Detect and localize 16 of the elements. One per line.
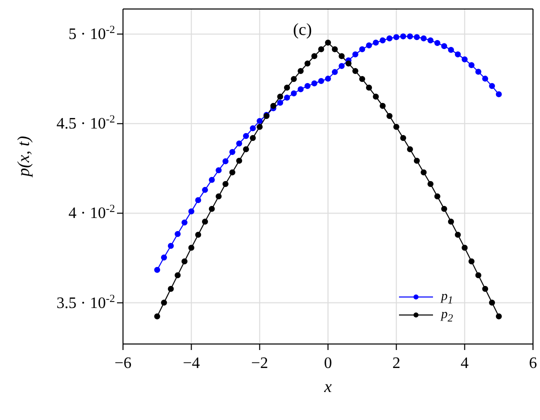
legend-label: p$_{1}$ [441, 288, 453, 306]
x-tick-label: −2 [251, 355, 268, 372]
annotation: (c) [293, 20, 312, 40]
y-tick-label: 3.5 · 10$^{-2}$ [56, 292, 115, 312]
y-tick-label: 5 · 10$^{-2}$ [68, 24, 115, 44]
x-tick-label: −6 [114, 355, 132, 372]
x-tick-label: 6 [529, 355, 537, 372]
y-axis-title: p(x, t) [14, 136, 34, 178]
y-tick-label: 4.5 · 10$^{-2}$ [56, 114, 115, 133]
legend-label: p$_{2}$ [441, 306, 453, 324]
y-tick-label: 4 · 10$^{-2}$ [68, 203, 115, 222]
x-tick-label: 0 [324, 355, 332, 372]
x-tick-label: 2 [392, 355, 400, 372]
x-axis-title: x [323, 377, 332, 396]
x-tick-label: 4 [460, 355, 469, 372]
x-tick-label: −4 [182, 355, 200, 372]
